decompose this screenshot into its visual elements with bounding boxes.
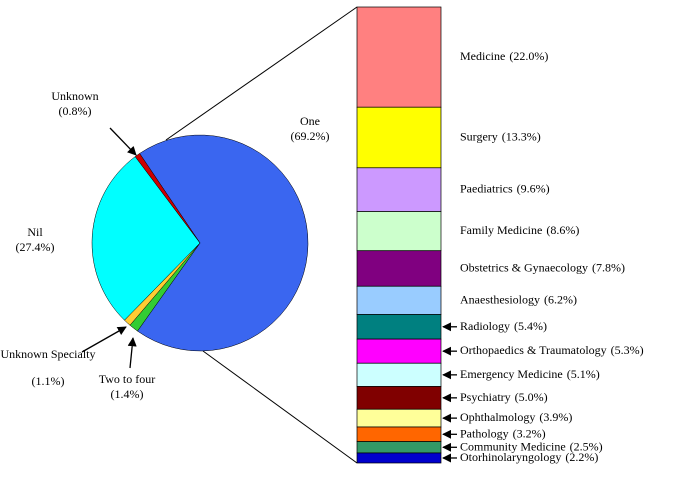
category-label: Otorhinolaryngology [460,450,561,464]
pie-label: Two to four [99,372,155,386]
pie-label: Unknown Specialty [1,347,96,361]
bar-segment [356,441,442,454]
pie-value-label: (69.2%) [291,129,330,143]
value-label: (6.2%) [544,292,577,306]
arrow [109,127,137,156]
pie-value-label: (0.8%) [59,104,92,118]
bar-segment [356,106,442,169]
bar-label: Otorhinolaryngology (2.2%) [460,450,598,464]
value-label: (22.0%) [509,49,548,63]
category-label: Medicine [460,49,505,63]
connector [165,6,358,141]
category-label: Paediatrics [460,181,513,195]
value-label: (7.8%) [592,260,625,274]
pie-value-label: (1.4%) [111,387,144,401]
bar-segment [356,386,442,410]
bar-label: Orthopaedics & Traumatology (5.3%) [460,343,644,357]
category-label: Orthopaedics & Traumatology [460,343,607,357]
category-label: Ophthalmology [460,410,535,424]
bar-label: Community Medicine (2.5%) [460,439,603,453]
value-label: (5.1%) [567,367,600,381]
bar-label: Obstetrics & Gynaecology (7.8%) [460,260,625,274]
bar-segment [356,285,442,315]
category-label: Obstetrics & Gynaecology [460,260,588,274]
bar-segment [356,250,442,287]
value-label: (9.6%) [517,181,550,195]
category-label: Anaesthesiology [460,292,540,306]
value-label: (5.0%) [515,390,548,404]
value-label: (5.3%) [611,343,644,357]
bar-label: Surgery (13.3%) [460,129,541,143]
bar-label: Radiology (5.4%) [460,319,547,333]
pie-label: Nil [27,225,43,239]
pie-value-label: (27.4%) [16,240,55,254]
category-label: Psychiatry [460,390,511,404]
bar-label: Anaesthesiology (6.2%) [460,292,577,306]
category-label: Community Medicine [460,439,566,453]
category-label: Emergency Medicine [460,367,563,381]
bar-segment [356,362,442,387]
value-label: (13.3%) [502,129,541,143]
bar-label: Ophthalmology (3.9%) [460,410,572,424]
value-label: (3.2%) [513,426,546,440]
value-label: (8.6%) [546,223,579,237]
pie-label: Unknown [51,89,98,103]
value-label: (2.5%) [570,439,603,453]
arrow [81,326,127,353]
arrow [127,337,137,369]
bar-segment [356,6,442,108]
bar-segment [356,452,442,464]
bar-segment [356,211,442,252]
category-label: Family Medicine [460,223,542,237]
category-label: Pathology [460,426,509,440]
value-label: (3.9%) [539,410,572,424]
category-label: Radiology [460,319,510,333]
bar-label: Paediatrics (9.6%) [460,181,550,195]
bar-label: Family Medicine (8.6%) [460,223,579,237]
bar-label: Emergency Medicine (5.1%) [460,367,600,381]
bar-label: Medicine (22.0%) [460,49,548,63]
pie-value-label: (1.1%) [32,374,65,388]
pie-slice [134,153,201,244]
bar-segment [356,426,442,442]
pie-slice [137,134,309,352]
bar-segment [356,408,442,428]
connector [202,350,358,464]
pie-slice [91,156,201,321]
bar-label: Pathology (3.2%) [460,426,546,440]
value-label: (2.2%) [565,450,598,464]
bar-label: Psychiatry (5.0%) [460,390,548,404]
bar-segment [356,338,442,364]
pie-label: One [300,114,320,128]
bar-segment [356,314,442,340]
bar-segment [356,167,442,212]
value-label: (5.4%) [514,319,547,333]
category-label: Surgery [460,129,498,143]
